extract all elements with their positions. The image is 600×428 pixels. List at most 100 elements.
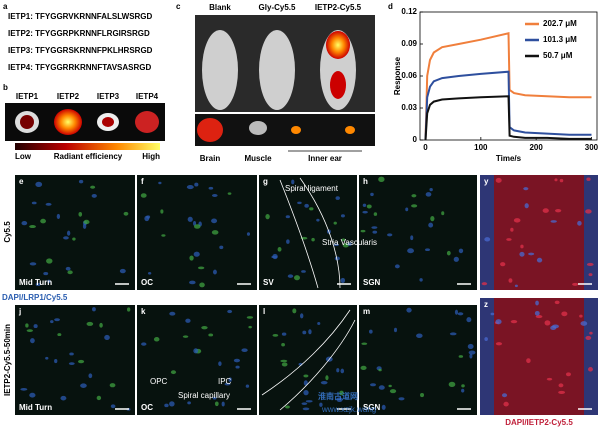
panel-label: y: [484, 177, 489, 186]
region-outline: [261, 309, 356, 411]
micrograph: [359, 305, 477, 415]
cell: [301, 270, 306, 273]
panel-caption: Mid Turn: [19, 403, 52, 412]
panel-label: b: [3, 83, 8, 92]
mouse: [259, 30, 295, 110]
cell: [47, 279, 51, 284]
cell: [227, 309, 233, 314]
cell: [265, 213, 270, 220]
cell: [144, 215, 150, 222]
cell: [416, 333, 423, 339]
cell: [303, 390, 309, 396]
panel-label: e: [19, 177, 24, 186]
cell: [91, 193, 97, 198]
cell: [83, 219, 90, 225]
cell: [428, 222, 434, 228]
panel-label: g: [263, 177, 268, 186]
cell: [585, 209, 592, 214]
cell: [572, 282, 579, 286]
cell: [586, 262, 594, 267]
cell: [287, 274, 294, 278]
cell: [500, 262, 506, 267]
cell: [31, 201, 37, 205]
y-axis-label: Response: [393, 56, 402, 95]
cell: [536, 257, 543, 263]
panel-caption: OC: [141, 403, 153, 412]
cell: [208, 333, 214, 337]
cell: [370, 383, 376, 387]
group-name: Gly-Cy5.5: [259, 3, 296, 12]
legend-label: 101.3 μM: [543, 35, 577, 44]
cell: [20, 387, 28, 391]
tissue: [197, 118, 223, 142]
cell: [484, 237, 491, 242]
cell: [241, 348, 248, 352]
cell: [535, 315, 543, 319]
organ-image: [135, 111, 159, 133]
cell: [69, 352, 74, 356]
panel-label: d: [388, 2, 393, 11]
cell: [110, 404, 116, 409]
micrograph: [137, 175, 257, 290]
cell: [510, 227, 514, 232]
cell: [303, 374, 309, 378]
cell: [304, 203, 309, 208]
cell: [341, 238, 346, 242]
cell: [333, 221, 337, 225]
tissue: [249, 121, 267, 135]
cell: [448, 381, 456, 388]
cell: [291, 179, 295, 185]
color-scale: [15, 143, 160, 150]
cell: [588, 273, 593, 277]
cell: [481, 282, 488, 286]
cell: [211, 218, 218, 224]
cell: [565, 372, 571, 377]
x-tick-label: 300: [585, 143, 599, 152]
cell: [281, 362, 288, 367]
cell: [272, 253, 278, 260]
cell: [589, 331, 593, 335]
annotation: OPC: [150, 377, 168, 386]
cell: [78, 179, 84, 184]
scale-high: High: [142, 152, 160, 161]
cell: [72, 237, 76, 241]
cell: [187, 401, 191, 405]
cell: [467, 343, 474, 350]
x-tick-label: 200: [529, 143, 543, 152]
annotation: Spiral ligament: [285, 184, 339, 193]
micrographs: e Mid Turn f OC g SV h SGN y j Mid Turn k OC l m SGN z Sp…: [2, 175, 598, 427]
cell: [193, 224, 201, 229]
cell: [281, 332, 287, 336]
tissue-name: Muscle: [244, 154, 272, 163]
cell: [559, 178, 564, 183]
cell: [411, 194, 417, 198]
cell: [381, 404, 386, 410]
x-axis-label: Time/s: [496, 154, 522, 163]
cell: [281, 343, 285, 347]
cell: [99, 322, 103, 328]
group-name: IETP2-Cy5.5: [315, 3, 362, 12]
stain-label: DAPI/LRP1/Cy5.5: [2, 293, 68, 302]
cell: [186, 185, 194, 190]
cell: [169, 401, 175, 407]
cell: [147, 271, 152, 275]
cell: [233, 358, 241, 363]
cell: [389, 389, 397, 394]
cell: [193, 348, 199, 354]
cell: [228, 377, 232, 382]
cell: [68, 362, 75, 365]
micrograph: [15, 175, 135, 290]
panel-caption: OC: [141, 278, 153, 287]
row-label: Cy5.5: [3, 221, 12, 243]
cell: [362, 203, 367, 207]
cell: [558, 383, 564, 388]
cell: [30, 338, 35, 344]
legend-label: 50.7 μM: [543, 51, 573, 60]
cell: [170, 370, 177, 375]
cell: [458, 355, 464, 358]
stain-label: DAPI/IETP2-Cy5.5: [505, 418, 573, 427]
cell: [301, 402, 308, 405]
cell: [425, 248, 430, 252]
y-tick-label: 0.03: [401, 103, 417, 112]
panel-label: h: [363, 177, 368, 186]
